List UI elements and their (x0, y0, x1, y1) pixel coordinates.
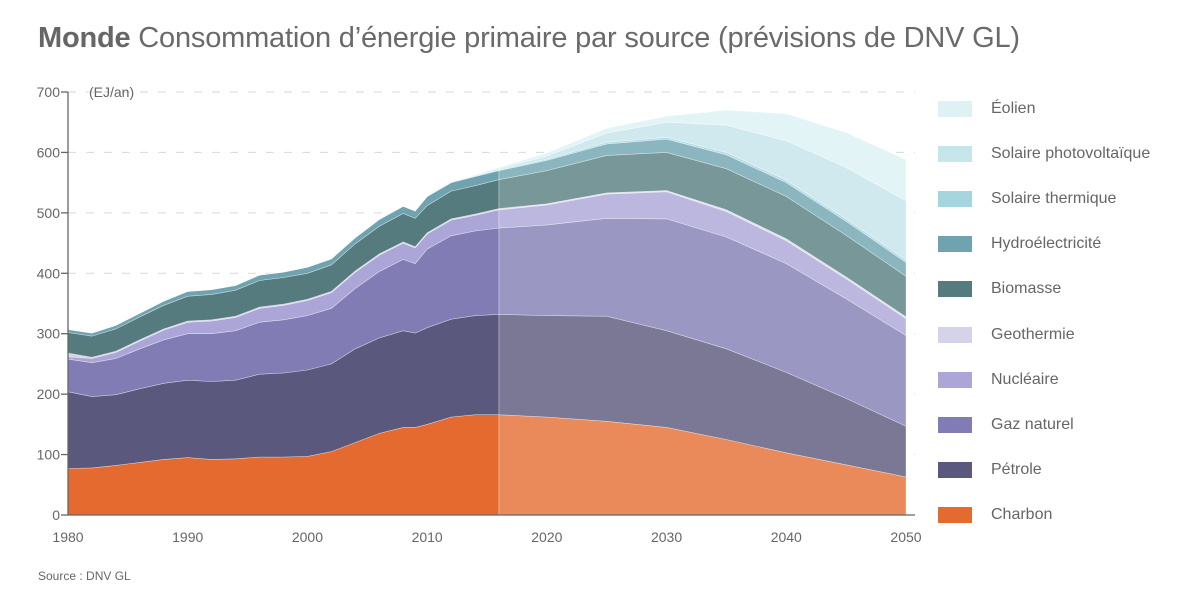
legend-label: Éolien (991, 99, 1036, 117)
y-tick-label: 600 (37, 144, 61, 160)
legend-label: Nucléaire (991, 370, 1059, 388)
legend-item-solaire-photovoltaique: Solaire photovoltaïque (938, 131, 1150, 176)
legend-item-gaz-naturel: Gaz naturel (938, 402, 1150, 447)
y-tick-labels: 0 100 200 300 400 500 600 700 (37, 84, 68, 523)
legend-label: Pétrole (991, 461, 1042, 479)
legend-swatch (938, 236, 972, 253)
y-tick-label: 100 (37, 447, 61, 463)
area-eolien-forecast (498, 109, 907, 202)
legend-item-hydroelectricite: Hydroélectricité (938, 222, 1150, 267)
legend-item-biomasse: Biomasse (938, 267, 1150, 312)
legend-swatch (938, 100, 972, 117)
legend-swatch (938, 326, 972, 343)
legend-label: Solaire thermique (991, 189, 1117, 207)
legend-label: Gaz naturel (991, 415, 1074, 433)
legend-item-solaire-thermique: Solaire thermique (938, 176, 1150, 221)
legend-label: Biomasse (991, 280, 1062, 298)
x-tick-label: 2040 (771, 529, 802, 545)
chart-title: Monde Consommation d’énergie primaire pa… (38, 22, 1020, 55)
legend-swatch (938, 190, 972, 207)
x-tick-labels: 1980 1990 2000 2010 2020 2030 2040 2050 (52, 529, 921, 545)
y-axis-unit-label: (EJ/an) (89, 84, 134, 100)
title-text: Consommation d’énergie primaire par sour… (130, 22, 1020, 54)
x-tick-label: 2050 (890, 529, 921, 545)
legend-swatch (938, 416, 972, 433)
y-tick-label: 400 (37, 265, 61, 281)
y-tick-label: 0 (52, 507, 60, 523)
legend-swatch (938, 145, 972, 162)
x-tick-label: 1990 (172, 529, 203, 545)
legend-swatch (938, 281, 972, 298)
y-tick-label: 500 (37, 205, 61, 221)
legend-item-petrole: Pétrole (938, 448, 1150, 493)
x-tick-label: 2020 (531, 529, 562, 545)
legend-item-nucleaire: Nucléaire (938, 357, 1150, 402)
legend-label: Geothermie (991, 325, 1075, 343)
legend-swatch (938, 507, 972, 524)
legend-item-eolien: Éolien (938, 86, 1150, 131)
source-note: Source : DNV GL (38, 569, 131, 583)
y-tick-label: 200 (37, 386, 61, 402)
legend-swatch (938, 462, 972, 479)
legend: Éolien Solaire photovoltaïque Solaire ther… (938, 86, 1150, 538)
x-tick-label: 2030 (651, 529, 682, 545)
y-tick-label: 700 (37, 84, 61, 100)
legend-swatch (938, 371, 972, 388)
title-region: Monde (38, 22, 131, 54)
x-tick-label: 2010 (412, 529, 443, 545)
legend-label: Solaire photovoltaïque (991, 144, 1151, 162)
area-series (67, 109, 907, 516)
legend-item-geothermie: Geothermie (938, 312, 1150, 357)
x-tick-label: 2000 (292, 529, 323, 545)
x-tick-label: 1980 (52, 529, 83, 545)
y-tick-label: 300 (37, 326, 61, 342)
legend-label: Hydroélectricité (991, 235, 1102, 253)
legend-label: Charbon (991, 506, 1053, 524)
axes (67, 92, 915, 516)
legend-item-charbon: Charbon (938, 493, 1150, 538)
